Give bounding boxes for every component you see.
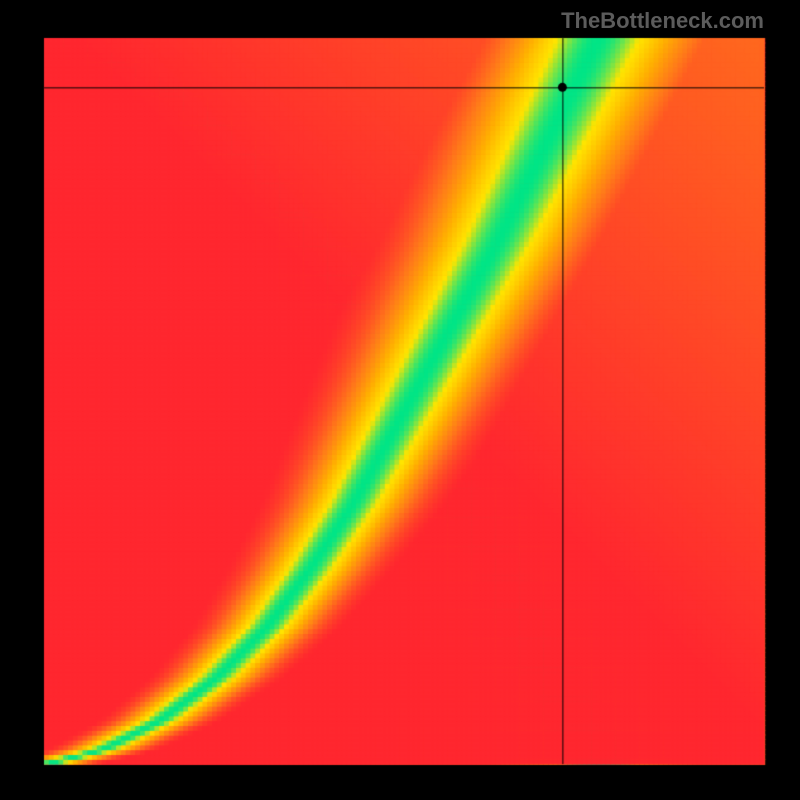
watermark-text: TheBottleneck.com (561, 8, 764, 34)
crosshair-overlay (0, 0, 800, 800)
chart-container: { "watermark": { "text": "TheBottleneck.… (0, 0, 800, 800)
